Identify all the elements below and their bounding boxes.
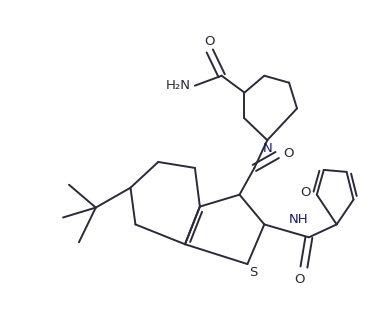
Text: O: O xyxy=(295,273,305,286)
Text: H₂N: H₂N xyxy=(166,79,191,92)
Text: N: N xyxy=(262,142,272,155)
Text: S: S xyxy=(249,266,258,279)
Text: O: O xyxy=(283,147,294,160)
Text: O: O xyxy=(204,35,215,48)
Text: NH: NH xyxy=(289,213,309,226)
Text: O: O xyxy=(300,186,311,199)
